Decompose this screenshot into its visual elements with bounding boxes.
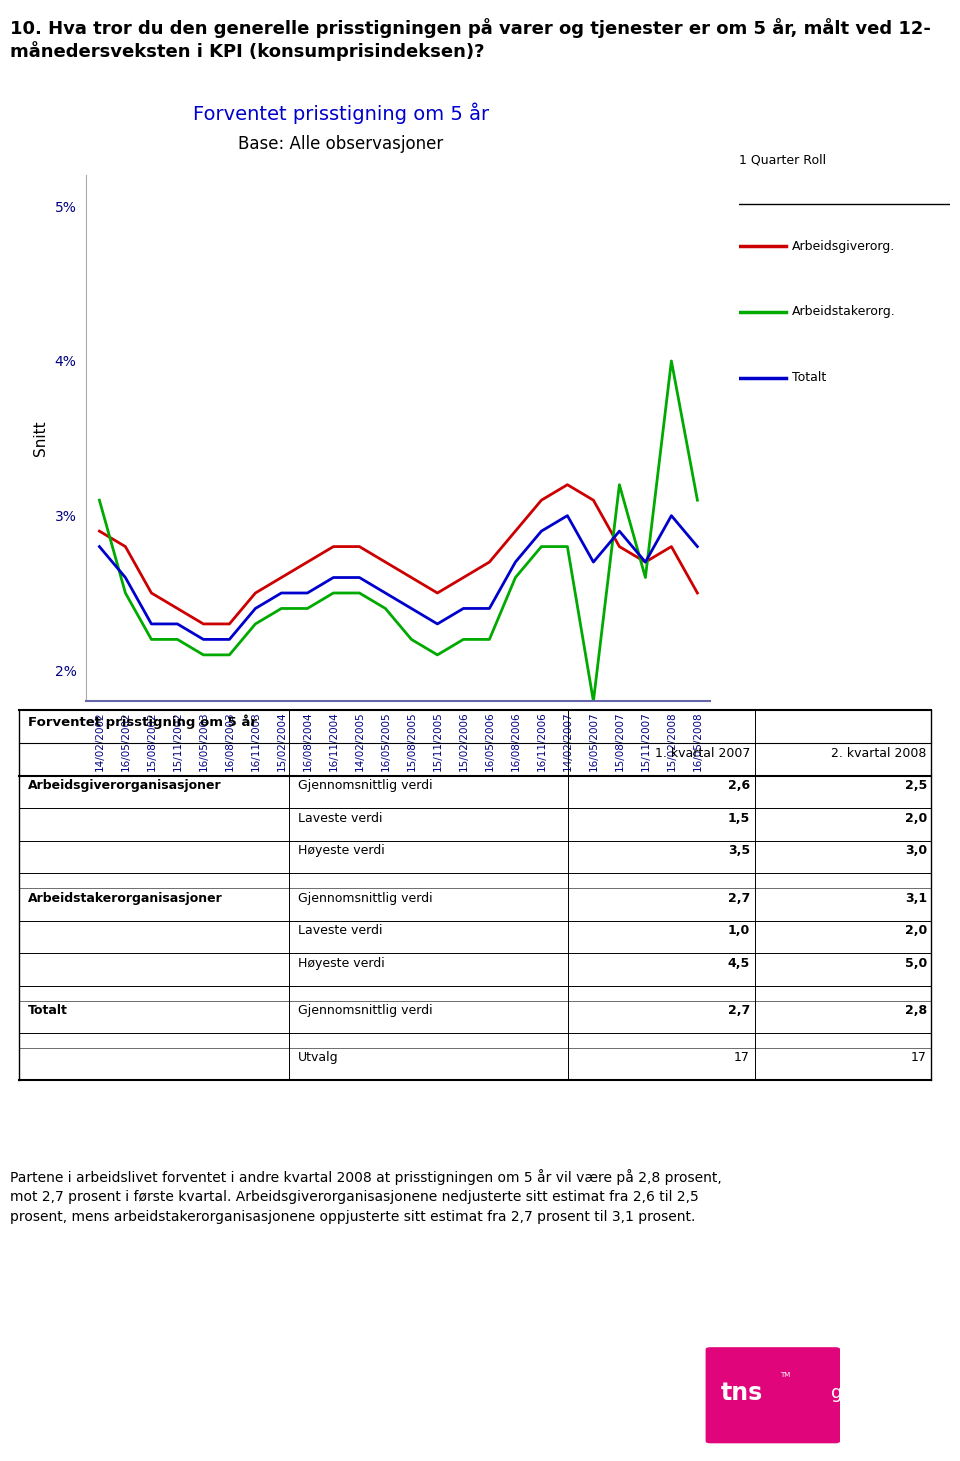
Text: Forventet prisstigning om 5 år: Forventet prisstigning om 5 år [28,714,257,729]
Text: Gjennomsnittlig verdi: Gjennomsnittlig verdi [299,779,433,792]
Text: Forventet prisstigning om 5 år: Forventet prisstigning om 5 år [193,102,489,124]
Text: Høyeste verdi: Høyeste verdi [299,957,385,970]
Text: Partene i arbeidslivet forventet i andre kvartal 2008 at prisstigningen om 5 år : Partene i arbeidslivet forventet i andre… [10,1169,721,1224]
FancyBboxPatch shape [706,1347,840,1443]
Text: 2. kvartal 2008: 2. kvartal 2008 [831,747,926,760]
Text: 2,7: 2,7 [728,891,750,904]
Text: 3,1: 3,1 [904,891,926,904]
Text: 1,5: 1,5 [728,812,750,825]
Text: Base: Alle observasjoner: Base: Alle observasjoner [238,136,444,153]
Text: gallup: gallup [831,1384,887,1403]
Text: tns: tns [720,1381,763,1405]
Text: Arbeidsgiverorganisasjoner: Arbeidsgiverorganisasjoner [28,779,222,792]
Text: 2,0: 2,0 [904,925,926,938]
Text: 2,5: 2,5 [904,779,926,792]
Text: 2,8: 2,8 [904,1004,926,1017]
Text: 2,7: 2,7 [728,1004,750,1017]
Text: 2,0: 2,0 [904,812,926,825]
Text: 5,0: 5,0 [904,957,926,970]
Text: Arbeidstakerorganisasjoner: Arbeidstakerorganisasjoner [28,891,223,904]
Text: 3,5: 3,5 [728,844,750,858]
Text: 1,0: 1,0 [728,925,750,938]
Text: Totalt: Totalt [792,371,827,384]
Text: 2,6: 2,6 [728,779,750,792]
Text: Laveste verdi: Laveste verdi [299,925,383,938]
Text: 17: 17 [911,1052,926,1065]
Y-axis label: Snitt: Snitt [33,421,48,456]
Text: Laveste verdi: Laveste verdi [299,812,383,825]
Text: 4,5: 4,5 [728,957,750,970]
Text: Totalt: Totalt [28,1004,68,1017]
Text: Gjennomsnittlig verdi: Gjennomsnittlig verdi [299,1004,433,1017]
Text: Arbeidsgiverorg.: Arbeidsgiverorg. [792,240,896,253]
Text: 1 Quarter Roll: 1 Quarter Roll [739,153,827,167]
Text: Høyeste verdi: Høyeste verdi [299,844,385,858]
Text: 17: 17 [734,1052,750,1065]
Text: 10. Hva tror du den generelle prisstigningen på varer og tjenester er om 5 år, m: 10. Hva tror du den generelle prisstigni… [10,18,930,61]
Text: 3,0: 3,0 [904,844,926,858]
Text: TM: TM [780,1372,790,1378]
Text: Utvalg: Utvalg [299,1052,339,1065]
Text: Gjennomsnittlig verdi: Gjennomsnittlig verdi [299,891,433,904]
Text: 1. kvartal 2007: 1. kvartal 2007 [655,747,750,760]
Text: Arbeidstakerorg.: Arbeidstakerorg. [792,305,896,318]
